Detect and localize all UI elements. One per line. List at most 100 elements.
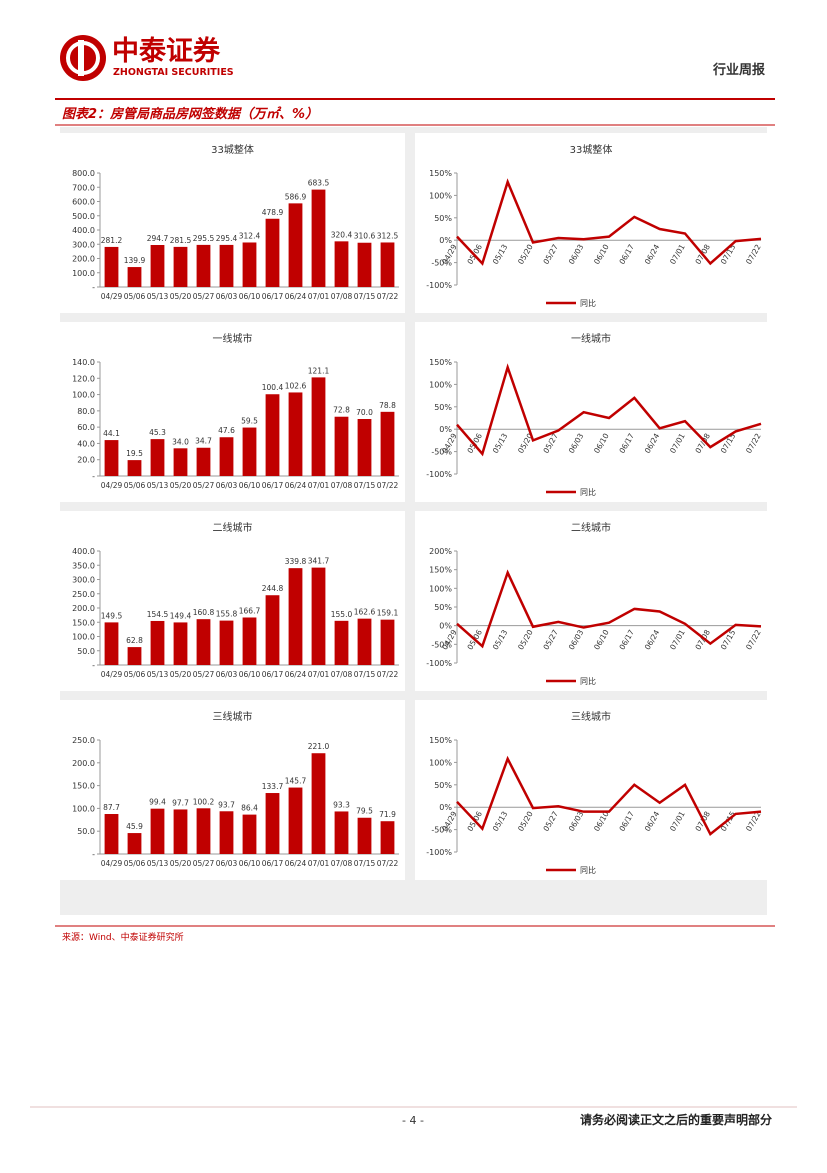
x-tick-label: 07/01 bbox=[308, 859, 330, 868]
figure-title: 图表2：房管局商品房网签数据（万㎡、%） bbox=[62, 106, 318, 122]
y-tick-label: 0% bbox=[439, 236, 452, 245]
value-label: 281.2 bbox=[101, 236, 123, 245]
x-tick-label: 05/06 bbox=[124, 859, 146, 868]
y-tick-label: - bbox=[92, 850, 95, 859]
x-tick-label: 05/13 bbox=[147, 859, 169, 868]
y-tick-label: 100.0 bbox=[72, 804, 95, 813]
y-tick-label: 100% bbox=[429, 758, 452, 767]
x-tick-label: 05/27 bbox=[193, 670, 215, 679]
x-tick-label: 04/29 bbox=[101, 481, 123, 490]
value-label: 59.5 bbox=[241, 417, 258, 426]
x-tick-label: 06/24 bbox=[285, 292, 307, 301]
y-tick-label: - bbox=[92, 472, 95, 481]
value-label: 19.5 bbox=[126, 449, 143, 458]
bar bbox=[150, 620, 165, 665]
value-label: 312.4 bbox=[239, 231, 261, 240]
y-tick-label: 50.0 bbox=[77, 827, 95, 836]
series-line bbox=[456, 363, 762, 457]
value-label: 99.4 bbox=[149, 798, 166, 807]
bar-chart: 二线城市 - 50.0 100.0 150.0 200.0 250.0 300.0 350.0 4… bbox=[60, 511, 405, 691]
value-label: 86.4 bbox=[241, 804, 258, 813]
chart-panel bbox=[415, 700, 767, 880]
bar bbox=[357, 817, 372, 854]
x-tick-label: 07/08 bbox=[331, 670, 353, 679]
x-tick-label: 04/29 bbox=[101, 292, 123, 301]
x-tick-label: 07/15 bbox=[354, 859, 376, 868]
line-chart: 二线城市-100%-50%0%50%100%150%200%04/29 05/06… bbox=[415, 511, 767, 691]
y-tick-label: -50% bbox=[431, 640, 452, 649]
y-tick-label: 100.0 bbox=[72, 391, 95, 400]
bar bbox=[242, 242, 257, 287]
series-line bbox=[456, 178, 762, 266]
disclaimer: 请务必阅读正文之后的重要声明部分 bbox=[580, 1112, 772, 1127]
bar bbox=[265, 595, 280, 665]
bar bbox=[173, 448, 188, 476]
value-label: 78.8 bbox=[379, 401, 396, 410]
x-tick-label: 05/27 bbox=[193, 481, 215, 490]
x-tick-label: 07/01 bbox=[308, 481, 330, 490]
bar bbox=[380, 411, 395, 476]
y-tick-label: -100% bbox=[426, 659, 452, 668]
bar bbox=[196, 244, 211, 287]
value-label: 100.2 bbox=[193, 797, 215, 806]
y-tick-label: 80.0 bbox=[77, 407, 95, 416]
bar bbox=[173, 246, 188, 287]
x-tick-label: 05/20 bbox=[170, 481, 192, 490]
value-label: 44.1 bbox=[103, 429, 120, 438]
y-tick-label: -50% bbox=[431, 259, 452, 268]
y-tick-label: 100% bbox=[429, 380, 452, 389]
line-chart: 三线城市-100%-50%0%50%100%150%04/29 05/06 05/1… bbox=[415, 700, 767, 880]
value-label: 320.4 bbox=[331, 230, 353, 239]
company-name-en: ZHONGTAI SECURITIES bbox=[113, 67, 234, 78]
value-label: 139.9 bbox=[124, 256, 146, 265]
page-number: - 4 - bbox=[402, 1114, 424, 1127]
y-tick-label: 350.0 bbox=[72, 561, 95, 570]
bar bbox=[150, 439, 165, 476]
value-label: 478.9 bbox=[262, 208, 284, 217]
y-tick-label: 150% bbox=[429, 169, 452, 178]
x-tick-label: 06/03 bbox=[216, 859, 238, 868]
value-label: 87.7 bbox=[103, 803, 120, 812]
legend-label: 同比 bbox=[580, 865, 596, 875]
bar bbox=[380, 821, 395, 854]
x-tick-label: 05/06 bbox=[124, 481, 146, 490]
bar-chart: 三线城市 - 50.0 100.0 150.0 200.0 250.0 87.7 04/29 45… bbox=[60, 700, 405, 880]
y-tick-label: 500.0 bbox=[72, 212, 95, 221]
chart-panel bbox=[415, 133, 767, 313]
value-label: 341.7 bbox=[308, 557, 330, 566]
bar bbox=[196, 619, 211, 665]
bar bbox=[288, 568, 303, 665]
chart-panel bbox=[415, 322, 767, 502]
x-tick-label: 06/10 bbox=[239, 292, 261, 301]
bar bbox=[104, 246, 119, 287]
x-tick-label: 07/22 bbox=[377, 859, 399, 868]
x-tick-label: 05/20 bbox=[170, 859, 192, 868]
x-tick-label: 07/08 bbox=[331, 481, 353, 490]
bar bbox=[311, 753, 326, 854]
y-tick-label: 400.0 bbox=[72, 547, 95, 556]
x-tick-label: 07/01 bbox=[308, 292, 330, 301]
bar bbox=[357, 242, 372, 287]
bar bbox=[104, 440, 119, 476]
y-tick-label: 150% bbox=[429, 736, 452, 745]
bar bbox=[104, 622, 119, 665]
legend-label: 同比 bbox=[580, 298, 596, 308]
bar bbox=[219, 811, 234, 854]
value-label: 34.0 bbox=[172, 437, 189, 446]
value-label: 154.5 bbox=[147, 610, 169, 619]
y-tick-label: - bbox=[92, 661, 95, 670]
y-tick-label: 50% bbox=[434, 403, 452, 412]
bar bbox=[357, 419, 372, 476]
bar bbox=[127, 833, 142, 854]
x-tick-label: 06/03 bbox=[216, 292, 238, 301]
x-tick-label: 06/03 bbox=[216, 481, 238, 490]
value-label: 121.1 bbox=[308, 366, 330, 375]
value-label: 62.8 bbox=[126, 636, 143, 645]
y-tick-label: 200.0 bbox=[72, 255, 95, 264]
y-tick-label: 200.0 bbox=[72, 604, 95, 613]
value-label: 47.6 bbox=[218, 426, 235, 435]
x-tick-label: 07/08 bbox=[331, 292, 353, 301]
bar bbox=[288, 787, 303, 854]
x-tick-label: 06/24 bbox=[285, 481, 307, 490]
